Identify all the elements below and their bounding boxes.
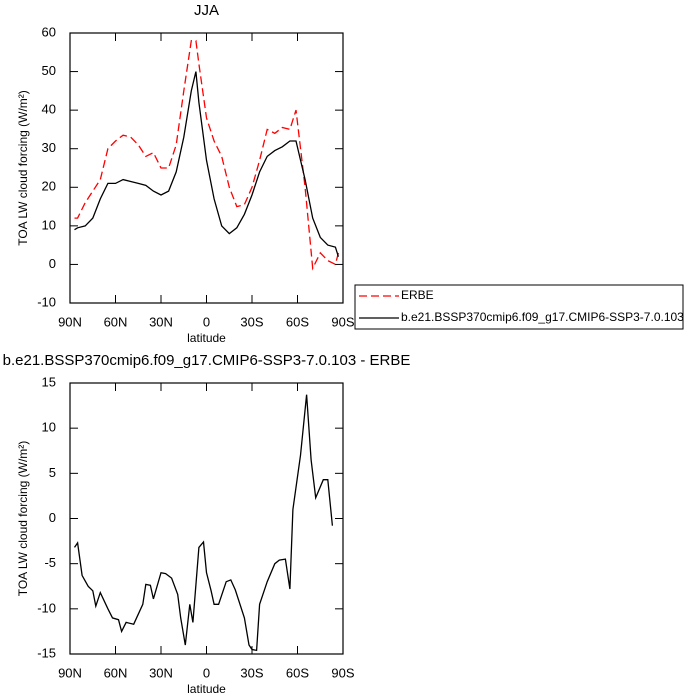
y-tick-label: -5 [44, 555, 56, 570]
x-tick-label: 90N [58, 665, 82, 680]
plot-frame [69, 382, 344, 655]
x-tick-label: 0 [203, 665, 210, 680]
x-tick-label: 90S [331, 665, 354, 680]
x-tick-label: 90N [58, 314, 82, 329]
chart-title: b.e21.BSSP370cmip6.f09_g17.CMIP6-SSP3-7.… [3, 352, 411, 369]
y-tick-label: 20 [42, 179, 56, 194]
y-tick-label: -10 [37, 294, 56, 309]
x-axis-label: latitude [187, 331, 226, 345]
plot-frame [69, 32, 344, 304]
x-tick-label: 60N [104, 314, 128, 329]
y-tick-label: 60 [42, 24, 56, 39]
data-line [74, 40, 340, 271]
x-tick-label: 60S [286, 665, 309, 680]
x-tick-label: 60S [286, 314, 309, 329]
x-tick-label: 60N [104, 665, 128, 680]
y-tick-label: 0 [49, 256, 56, 271]
y-tick-label: 5 [49, 465, 56, 480]
y-axis-label: TOA LW cloud forcing (W/m²) [16, 441, 30, 597]
y-tick-label: 15 [42, 374, 56, 389]
x-tick-label: 0 [203, 314, 210, 329]
y-tick-label: 30 [42, 140, 56, 155]
y-tick-label: 40 [42, 102, 56, 117]
data-line [74, 71, 340, 257]
y-tick-label: 0 [49, 510, 56, 525]
y-tick-label: 10 [42, 420, 56, 435]
legend-label: ERBE [401, 288, 434, 302]
y-tick-label: -10 [37, 600, 56, 615]
x-tick-label: 90S [331, 314, 354, 329]
x-tick-label: 30S [240, 665, 263, 680]
legend-box [354, 284, 684, 330]
data-line [73, 394, 334, 652]
y-tick-label: 50 [42, 63, 56, 78]
legend-label: b.e21.BSSP370cmip6.f09_g17.CMIP6-SSP3-7.… [401, 310, 684, 324]
chart-title: JJA [194, 2, 219, 19]
y-tick-label: -15 [37, 645, 56, 660]
y-axis-label: TOA LW cloud forcing (W/m²) [16, 90, 30, 246]
x-tick-label: 30N [149, 665, 173, 680]
x-tick-label: 30S [240, 314, 263, 329]
x-tick-label: 30N [149, 314, 173, 329]
y-tick-label: 10 [42, 217, 56, 232]
x-axis-label: latitude [187, 682, 226, 696]
